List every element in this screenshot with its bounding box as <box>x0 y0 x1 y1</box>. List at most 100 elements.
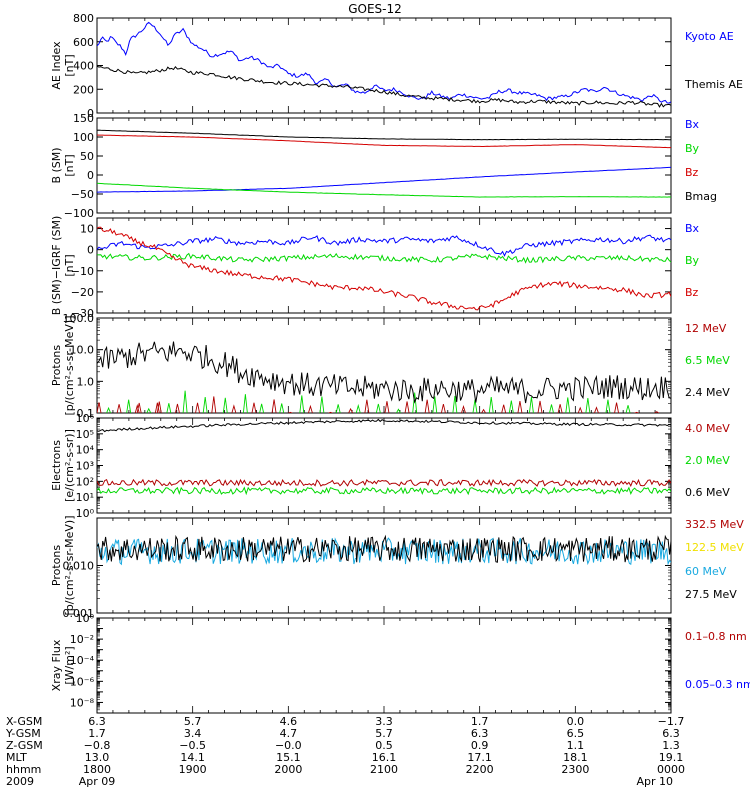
y-tick-label: 10¹ <box>76 491 94 504</box>
series-line-12 MeV <box>424 399 430 413</box>
y-tick-label: 1.0 <box>77 375 95 388</box>
series-line-12 MeV <box>594 406 599 413</box>
x-tick-label: 1.7 <box>471 715 489 728</box>
series-line-12 MeV <box>364 399 370 413</box>
y-tick-label: 10⁰ <box>76 612 95 625</box>
x-tick-label: −0.5 <box>179 739 206 752</box>
series-line-By <box>97 252 671 264</box>
y-tick-label: 10⁵ <box>76 428 94 441</box>
x-tick-label: Apr 10 <box>636 775 673 788</box>
y-axis-label-line2: [e/(cm²-s-sr)] <box>63 429 76 502</box>
y-axis-label-line2: [p/(cm²-s-sr-MeV)] <box>63 316 76 416</box>
x-row-label: X-GSM <box>6 715 42 728</box>
y-axis-label-line1: AE Index <box>50 41 63 90</box>
y-axis-label-line1: Electrons <box>50 440 63 491</box>
x-tick-label: 0.9 <box>471 739 489 752</box>
series-line-6.5 MeV <box>222 397 228 413</box>
y-tick-label: 10⁻⁴ <box>70 654 95 667</box>
y-axis-label: AE Index [nT] <box>50 41 76 90</box>
x-tick-label: 6.3 <box>662 727 680 740</box>
y-tick-label: 0.010 <box>63 560 95 573</box>
x-tick-label: 17.1 <box>467 751 492 764</box>
panel-frame <box>96 117 672 214</box>
panel-b: −100 −50 0 50 100 150 B (SM) [nT] Bx By Bz Bmag <box>50 112 717 220</box>
x-row-label: Z-GSM <box>6 739 43 752</box>
legend-label: 27.5 MeV <box>685 588 737 601</box>
series-line-6.5 MeV <box>625 405 631 413</box>
y-axis-label-line1: B (SM) <box>50 147 63 183</box>
series-line-12 MeV <box>614 402 619 413</box>
y-tick-label: 10⁰ <box>76 507 95 520</box>
x-tick-label: 1.1 <box>567 739 585 752</box>
series-line-12 MeV <box>134 403 140 413</box>
series-line-12 MeV <box>481 408 486 413</box>
series-line-6.5 MeV <box>488 397 494 413</box>
legend-label: 2.4 MeV <box>685 386 730 399</box>
x-tick-label: −0.0 <box>275 739 302 752</box>
y-axis-label-line1: Protons <box>50 345 63 386</box>
series-line-6.5 MeV <box>202 397 208 413</box>
series-line-Kyoto AE <box>97 21 671 104</box>
legend-label: 122.5 MeV <box>685 541 744 554</box>
series-line-12 MeV <box>384 401 390 413</box>
plot-title: GOES-12 <box>348 2 402 16</box>
series-line-12 MeV <box>348 407 354 413</box>
series-line-12 MeV <box>537 400 543 413</box>
x-row-label: 2009 <box>6 775 34 788</box>
legend-label: 4.0 MeV <box>685 422 730 435</box>
x-tick-label: 1.3 <box>662 739 680 752</box>
legend-label: 2.0 MeV <box>685 454 730 467</box>
y-tick-label: 10⁻⁶ <box>70 675 95 688</box>
series-line-Bx <box>97 234 671 257</box>
series-line-12 MeV <box>195 402 200 413</box>
series-line-60 MeV <box>97 537 671 566</box>
series-line-Bz <box>97 226 671 311</box>
x-tick-label: 4.6 <box>280 715 298 728</box>
series-line-12 MeV <box>404 401 410 413</box>
series-line-Bz <box>97 134 671 149</box>
series-line-12 MeV <box>501 404 507 413</box>
series-line-12 MeV <box>154 402 160 413</box>
y-axis-label-line2: [W/m²] <box>63 646 76 684</box>
series-line-6.5 MeV <box>585 397 591 413</box>
series-line-6.5 MeV <box>565 397 571 413</box>
series-line-6.5 MeV <box>375 403 381 413</box>
x-tick-label: 19.1 <box>659 751 684 764</box>
x-tick-label: 16.1 <box>372 751 397 764</box>
y-axis-label-line2: [nT] <box>63 54 76 76</box>
y-tick-label: −50 <box>71 188 94 201</box>
panel-xray: 10⁻⁸ 10⁻⁶ 10⁻⁴ 10⁻² 10⁰ Xray Flux [W/m²] 0.1–0.… <box>50 612 750 714</box>
series-line-2.4 MeV <box>97 341 671 404</box>
legend-label: Bz <box>685 286 699 299</box>
y-tick-label: 10⁻⁸ <box>70 696 95 709</box>
x-tick-label: 13.0 <box>85 751 110 764</box>
series-line-27.5 MeV <box>97 534 671 563</box>
series-line-6.5 MeV <box>528 397 534 413</box>
x-tick-label: 6.5 <box>567 727 585 740</box>
series-line-12 MeV <box>517 400 523 413</box>
legend-label: 60 MeV <box>685 565 727 578</box>
y-axis-label-line2: [p/(cm²-s-sr-MeV)] <box>63 516 76 616</box>
series-line-12 MeV <box>307 404 313 413</box>
x-tick-label: 5.7 <box>375 727 393 740</box>
x-tick-label: Apr 09 <box>79 775 116 788</box>
x-tick-label: 1900 <box>179 763 207 776</box>
y-axis-label-line2: [nT] <box>63 254 76 276</box>
x-tick-label: 2100 <box>370 763 398 776</box>
y-tick-label: 200 <box>73 83 94 96</box>
panel-frame <box>96 417 672 514</box>
series-line-12 MeV <box>271 399 277 413</box>
legend-label: 0.05–0.3 nm <box>685 678 750 691</box>
x-row-label: Y-GSM <box>5 727 41 740</box>
y-tick-label: 0 <box>87 169 94 182</box>
y-tick-label: 50 <box>80 150 94 163</box>
y-tick-label: 0.001 <box>63 607 95 620</box>
y-tick-label: 10⁻² <box>70 633 94 646</box>
series-line-6.5 MeV <box>259 403 265 413</box>
x-tick-label: 3.3 <box>375 715 393 728</box>
panel-frame <box>96 217 672 314</box>
series-line-2.0 MeV <box>97 486 671 496</box>
series-line-By <box>97 182 671 198</box>
x-axis-table: X-GSMY-GSMZ-GSMMLThhmm20096.31.7−0.813.0… <box>5 715 685 788</box>
